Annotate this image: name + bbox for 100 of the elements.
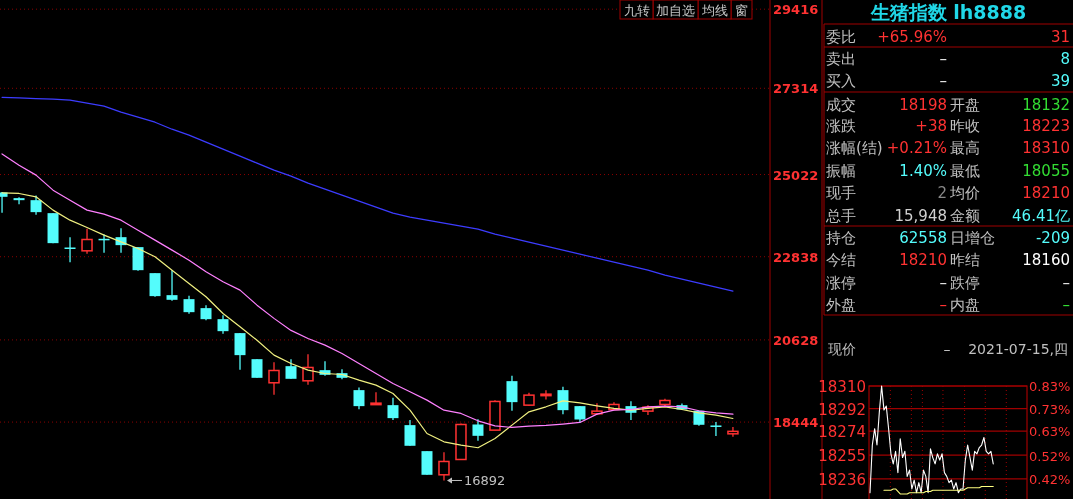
candlestick bbox=[404, 419, 416, 447]
text: 涨幅(结) bbox=[826, 139, 883, 157]
y2-tick-label: 0.73% bbox=[1029, 401, 1071, 417]
candlestick bbox=[166, 269, 178, 302]
text: 最低 bbox=[950, 162, 980, 180]
text: 持仓 bbox=[826, 229, 856, 247]
candlestick bbox=[30, 194, 42, 216]
candlestick bbox=[217, 314, 229, 335]
text: +38 bbox=[915, 117, 947, 135]
text: 46.41亿 bbox=[1012, 207, 1070, 225]
text: 涨停 bbox=[826, 274, 856, 292]
text: 生猪指数 lh8888 bbox=[869, 1, 1027, 23]
text: 昨结 bbox=[950, 251, 980, 269]
line-series bbox=[869, 385, 994, 494]
text: 1.40% bbox=[899, 162, 947, 180]
candlestick bbox=[387, 397, 399, 421]
text: – bbox=[939, 50, 947, 68]
line-series bbox=[1, 192, 734, 449]
annotation: 16892 bbox=[463, 473, 506, 489]
text: 卖出 bbox=[826, 50, 856, 68]
text: – bbox=[1062, 296, 1070, 314]
text: 均价 bbox=[949, 184, 980, 202]
text: – bbox=[939, 72, 947, 90]
text: – bbox=[939, 274, 947, 292]
text: 62558 bbox=[899, 229, 947, 247]
y-tick-label: 20628 bbox=[773, 332, 819, 348]
text: 买入 bbox=[826, 72, 856, 90]
text: – bbox=[1062, 274, 1070, 292]
text: 18160 bbox=[1022, 251, 1070, 269]
text: 成交 bbox=[826, 96, 856, 114]
y2-tick-label: 0.52% bbox=[1029, 449, 1071, 465]
candlestick bbox=[506, 375, 518, 412]
candlestick bbox=[710, 421, 722, 437]
y-tick-label: 18274 bbox=[818, 423, 866, 442]
text: 跌停 bbox=[950, 274, 980, 292]
text: 8 bbox=[1060, 50, 1070, 68]
text: 最高 bbox=[950, 139, 980, 157]
text: +65.96% bbox=[877, 28, 947, 46]
candlestick bbox=[149, 272, 161, 298]
text: 2 bbox=[937, 184, 947, 202]
candlestick bbox=[234, 332, 246, 371]
text: 日增仓 bbox=[950, 229, 995, 247]
y-tick-label: 25022 bbox=[773, 167, 819, 183]
text: 现价 bbox=[828, 341, 856, 357]
text: 18210 bbox=[1022, 184, 1070, 202]
annotation: 窗 bbox=[735, 3, 748, 18]
candlestick bbox=[557, 386, 569, 415]
text: 15,948 bbox=[894, 207, 947, 225]
text: 今结 bbox=[826, 251, 856, 269]
text: 昨收 bbox=[950, 117, 980, 135]
candlestick bbox=[421, 450, 433, 476]
candlestick bbox=[13, 196, 25, 205]
text: 2021-07-15,四 bbox=[968, 341, 1068, 357]
text: +0.21% bbox=[886, 139, 947, 157]
text: 振幅 bbox=[826, 162, 856, 180]
text: 18310 bbox=[1022, 139, 1070, 157]
text: – bbox=[943, 341, 951, 357]
y2-tick-label: 0.83% bbox=[1029, 379, 1071, 394]
annotation: 九转 bbox=[623, 3, 650, 18]
candlestick bbox=[370, 391, 382, 406]
y-tick-label: 22838 bbox=[773, 249, 819, 265]
candlestick bbox=[438, 451, 450, 482]
y-tick-label: 18236 bbox=[818, 470, 866, 489]
candlestick bbox=[302, 353, 314, 386]
y-tick-label: 18310 bbox=[818, 378, 866, 396]
y-tick-label: 18292 bbox=[818, 400, 866, 419]
y-tick-label: 18444 bbox=[773, 415, 819, 431]
text: 内盘 bbox=[950, 296, 980, 314]
text: 涨跌 bbox=[826, 117, 856, 135]
text: 31 bbox=[1050, 28, 1070, 46]
text: 18198 bbox=[899, 96, 947, 114]
y-tick-label: 27314 bbox=[773, 81, 819, 97]
y2-tick-label: 0.42% bbox=[1029, 471, 1071, 487]
text: 委比 bbox=[826, 28, 856, 46]
text: 开盘 bbox=[950, 96, 980, 114]
y-tick-label: 18255 bbox=[818, 447, 866, 466]
text: 18132 bbox=[1022, 96, 1070, 114]
text: -209 bbox=[1035, 229, 1070, 247]
candlestick bbox=[132, 246, 144, 272]
line-series bbox=[1, 96, 734, 292]
text: 现手 bbox=[826, 184, 856, 202]
annotation: 加自选 bbox=[656, 3, 695, 18]
candlestick bbox=[727, 426, 739, 438]
text: 39 bbox=[1050, 72, 1070, 90]
candlestick bbox=[268, 361, 280, 396]
candlestick bbox=[81, 228, 93, 255]
candlestick bbox=[353, 386, 365, 410]
candlestick bbox=[285, 358, 297, 380]
text: – bbox=[939, 296, 947, 314]
text: 金额 bbox=[950, 207, 980, 225]
annotation: 均线 bbox=[700, 3, 728, 18]
text: 总手 bbox=[825, 207, 856, 225]
y-tick-label: 29416 bbox=[773, 2, 819, 18]
candlestick bbox=[251, 358, 263, 379]
y2-tick-label: 0.63% bbox=[1029, 424, 1071, 440]
line-series bbox=[883, 485, 994, 495]
text: 外盘 bbox=[826, 296, 856, 314]
line-series bbox=[1, 153, 734, 429]
text: 18210 bbox=[899, 251, 947, 269]
candlestick bbox=[472, 418, 484, 442]
